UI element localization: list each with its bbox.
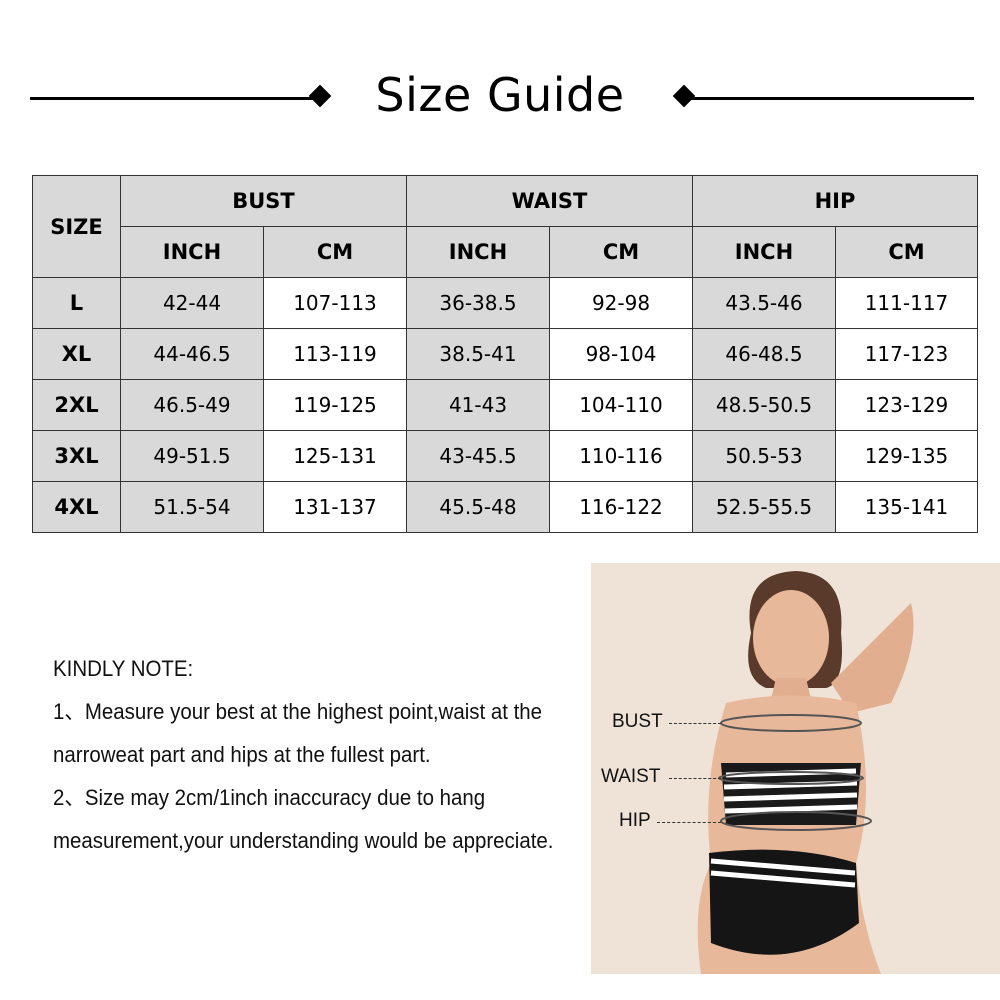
measurement-cell: 46-48.5 <box>692 328 836 380</box>
page-title: Size Guide <box>375 68 625 122</box>
waist-label: WAIST <box>601 766 661 787</box>
measurement-cell: 110-116 <box>549 430 693 482</box>
group-header: BUST <box>120 175 407 227</box>
size-header: SIZE <box>32 175 121 278</box>
measurement-cell: 125-131 <box>263 430 407 482</box>
model-photo: BUST WAIST HIP <box>591 563 1000 974</box>
measurement-cell: 123-129 <box>835 379 978 431</box>
measurement-cell: 51.5-54 <box>120 481 264 533</box>
measurement-cell: 98-104 <box>549 328 693 380</box>
measurement-cell: 104-110 <box>549 379 693 431</box>
unit-header: INCH <box>406 226 550 278</box>
measurement-cell: 46.5-49 <box>120 379 264 431</box>
unit-header: CM <box>835 226 978 278</box>
size-cell: 4XL <box>32 481 121 533</box>
measurement-cell: 44-46.5 <box>120 328 264 380</box>
measurement-cell: 43.5-46 <box>692 277 836 329</box>
measurement-cell: 36-38.5 <box>406 277 550 329</box>
measurement-cell: 43-45.5 <box>406 430 550 482</box>
measurement-cell: 116-122 <box>549 481 693 533</box>
measurement-cell: 45.5-48 <box>406 481 550 533</box>
size-cell: 2XL <box>32 379 121 431</box>
measurement-cell: 111-117 <box>835 277 978 329</box>
hip-label: HIP <box>619 810 651 831</box>
size-table: SIZE BUST WAIST HIP INCH CM INCH CM INCH CM L 42-44… <box>32 175 978 533</box>
group-header: HIP <box>692 175 978 227</box>
size-cell: 3XL <box>32 430 121 482</box>
hip-dash-line <box>657 822 721 823</box>
size-cell: L <box>32 277 121 329</box>
bust-dash-line <box>669 723 721 724</box>
measurement-cell: 113-119 <box>263 328 407 380</box>
measurement-cell: 117-123 <box>835 328 978 380</box>
note-heading: KINDLY NOTE: <box>53 656 194 681</box>
measurement-cell: 42-44 <box>120 277 264 329</box>
header-row-units: INCH CM INCH CM INCH CM <box>33 226 978 278</box>
note-line: 1、Measure your best at the highest point… <box>53 699 543 724</box>
table-row: 2XL 46.5-49 119-125 41-43 104-110 48.5-50.5 12… <box>32 379 978 431</box>
bust-label: BUST <box>612 711 663 732</box>
unit-header: CM <box>263 226 407 278</box>
size-cell: XL <box>32 328 121 380</box>
measurement-cell: 49-51.5 <box>120 430 264 482</box>
unit-header: CM <box>549 226 693 278</box>
measurement-cell: 41-43 <box>406 379 550 431</box>
measurement-cell: 107-113 <box>263 277 407 329</box>
note-line: narroweat part and hips at the fullest p… <box>53 742 431 767</box>
note-line: 2、Size may 2cm/1inch inaccuracy due to h… <box>53 785 486 810</box>
header-row-groups: SIZE BUST WAIST HIP <box>32 175 978 278</box>
measurement-cell: 131-137 <box>263 481 407 533</box>
table-row: L 42-44 107-113 36-38.5 92-98 43.5-46 111-117 <box>32 277 978 329</box>
measurement-cell: 38.5-41 <box>406 328 550 380</box>
measurement-cell: 92-98 <box>549 277 693 329</box>
unit-header: INCH <box>692 226 836 278</box>
unit-header: INCH <box>120 226 264 278</box>
waist-dash-line <box>669 778 721 779</box>
measurement-cell: 135-141 <box>835 481 978 533</box>
title-rule-right <box>684 97 974 100</box>
table-row: 3XL 49-51.5 125-131 43-45.5 110-116 50.5-53 12… <box>32 430 978 482</box>
measurement-cell: 52.5-55.5 <box>692 481 836 533</box>
measurement-cell: 129-135 <box>835 430 978 482</box>
group-header: WAIST <box>406 175 693 227</box>
kindly-note: KINDLY NOTE: 1、Measure your best at the … <box>53 647 611 862</box>
title-rule-left <box>30 97 320 100</box>
note-line: measurement,your understanding would be … <box>53 828 554 853</box>
model-figure <box>697 571 914 974</box>
measurement-cell: 50.5-53 <box>692 430 836 482</box>
measurement-cell: 119-125 <box>263 379 407 431</box>
measurement-cell: 48.5-50.5 <box>692 379 836 431</box>
table-row: 4XL 51.5-54 131-137 45.5-48 116-122 52.5-55.5… <box>32 481 978 533</box>
table-row: XL 44-46.5 113-119 38.5-41 98-104 46-48.5 117-… <box>32 328 978 380</box>
